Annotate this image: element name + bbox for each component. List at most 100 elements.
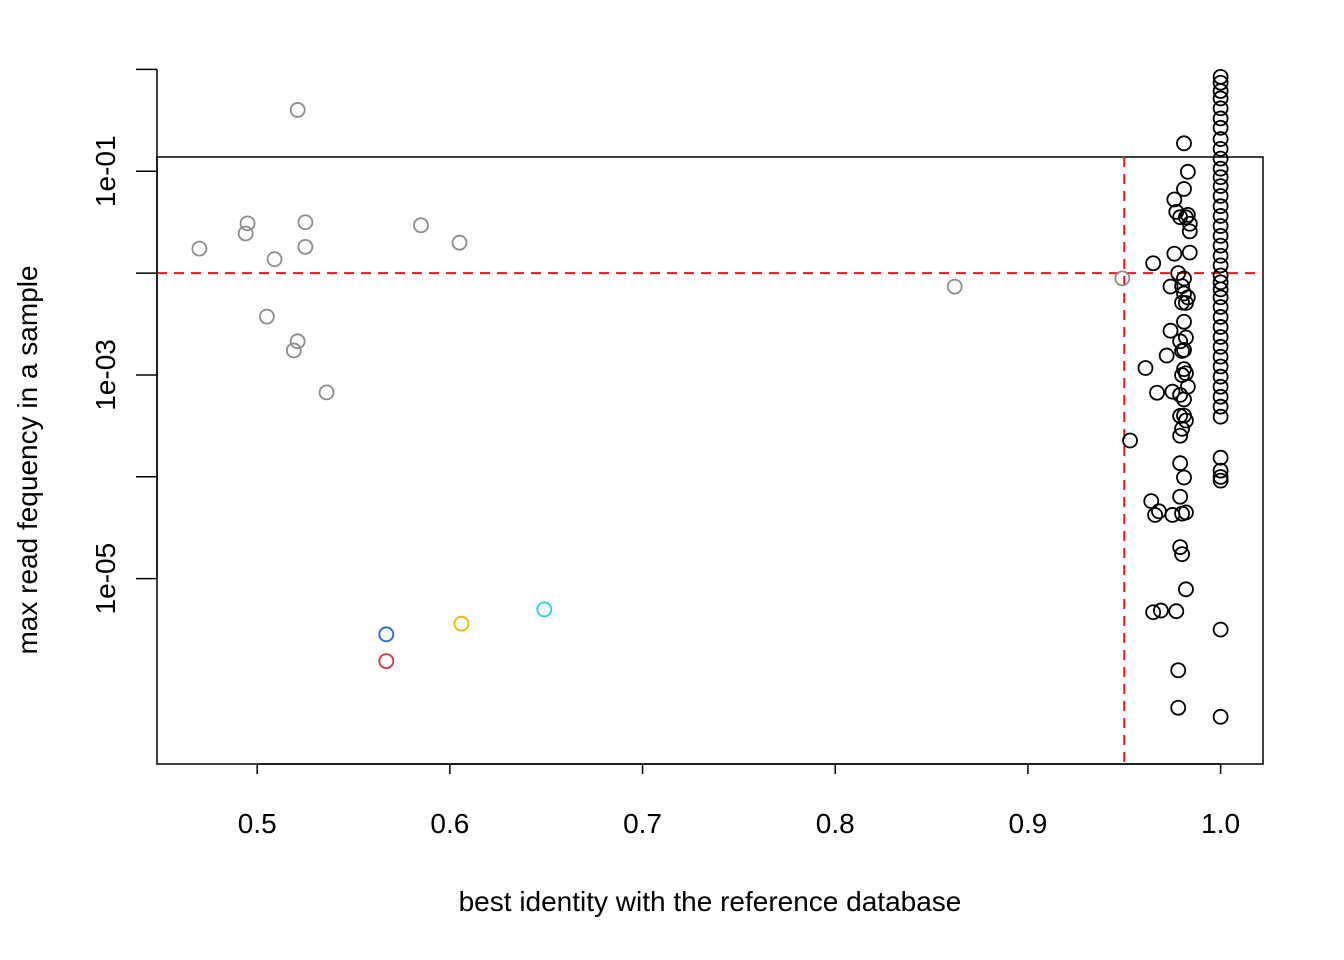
data-point	[1152, 602, 1169, 619]
data-point	[1212, 398, 1229, 415]
data-point	[1212, 198, 1229, 215]
x-tick-label: 0.7	[623, 808, 662, 839]
data-point	[1212, 90, 1229, 107]
data-point	[1178, 504, 1194, 521]
data-point	[1212, 309, 1229, 325]
x-tick-label: 0.8	[816, 808, 855, 839]
data-point	[378, 653, 395, 670]
data-point	[297, 238, 314, 255]
data-point	[1181, 215, 1198, 232]
data-point	[266, 251, 283, 268]
data-point	[1178, 329, 1194, 346]
data-point	[1212, 462, 1229, 479]
data-point	[1147, 507, 1163, 523]
data-point	[378, 626, 395, 643]
data-point	[1212, 208, 1229, 224]
data-point	[1164, 383, 1181, 400]
y-tick-label: 1e-01	[90, 135, 121, 207]
data-point	[1170, 699, 1187, 716]
data-point	[1212, 160, 1229, 177]
data-point	[1212, 388, 1229, 405]
y-axis-label: max read fequency in a sample	[12, 265, 43, 654]
data-point	[191, 240, 208, 257]
data-point	[1166, 191, 1183, 208]
data-point	[1212, 169, 1229, 186]
data-point	[1212, 378, 1229, 395]
data-point	[1166, 245, 1183, 262]
x-tick-label: 0.5	[238, 808, 277, 839]
data-point	[1151, 503, 1167, 520]
data-point	[536, 601, 553, 618]
data-point	[1114, 270, 1131, 287]
data-point	[1212, 338, 1229, 355]
data-point	[1212, 449, 1229, 466]
data-points	[191, 68, 1229, 725]
data-point	[1212, 218, 1229, 234]
data-point	[1179, 206, 1196, 223]
data-point	[239, 215, 256, 232]
data-point	[1212, 299, 1229, 315]
data-point	[1176, 181, 1192, 197]
data-point	[1212, 83, 1229, 99]
data-point	[1145, 255, 1162, 272]
data-point	[1212, 281, 1229, 298]
data-point	[1178, 581, 1194, 598]
data-point	[1170, 662, 1187, 679]
x-tick-label: 0.9	[1008, 808, 1047, 839]
data-point	[297, 214, 314, 231]
data-point	[1212, 368, 1229, 385]
data-point	[258, 308, 275, 325]
x-tick-label: 1.0	[1201, 808, 1240, 839]
data-point	[1172, 455, 1189, 472]
data-point	[1176, 270, 1192, 287]
x-axis: 0.5 0.6 0.7 0.8 0.9 1.0	[238, 763, 1240, 839]
data-point	[1212, 348, 1229, 365]
data-point	[1212, 119, 1229, 136]
data-point	[1212, 708, 1229, 725]
data-point	[1176, 391, 1192, 408]
data-point	[1212, 257, 1229, 274]
data-point	[1212, 274, 1229, 291]
data-point	[1212, 358, 1229, 375]
data-point	[1158, 347, 1175, 364]
data-point	[1212, 319, 1229, 335]
data-point	[1149, 384, 1165, 401]
x-axis-label: best identity with the reference databas…	[459, 886, 962, 917]
data-point	[1212, 188, 1229, 204]
data-point	[1212, 621, 1229, 638]
y-tick-label: 1e-05	[90, 543, 121, 615]
data-point	[413, 217, 429, 234]
data-point	[1122, 432, 1138, 449]
data-point	[1212, 131, 1229, 147]
data-point	[1176, 469, 1192, 486]
data-point	[1181, 223, 1198, 240]
data-point	[1212, 408, 1229, 425]
data-point	[1212, 100, 1229, 117]
data-point	[1172, 539, 1189, 556]
y-axis: 1e-01 1e-03 1e-05	[90, 68, 158, 615]
data-point	[1212, 150, 1229, 167]
data-point	[1179, 378, 1196, 395]
data-point	[1212, 110, 1229, 127]
data-point	[1162, 278, 1179, 295]
data-point	[237, 225, 254, 242]
data-point	[1176, 285, 1192, 302]
data-point	[1212, 74, 1229, 91]
data-point	[1176, 313, 1192, 330]
data-point	[1137, 360, 1154, 376]
data-point	[1172, 427, 1189, 444]
data-point	[1162, 322, 1179, 339]
data-point	[289, 333, 306, 350]
data-point	[289, 102, 306, 118]
data-point	[1143, 493, 1160, 510]
data-point	[285, 342, 302, 359]
data-point	[451, 234, 468, 251]
data-point	[1212, 247, 1229, 264]
data-point	[1168, 603, 1185, 620]
data-point	[1212, 329, 1229, 345]
data-point	[1179, 289, 1196, 306]
data-point	[1181, 244, 1198, 261]
y-tick-label: 1e-03	[90, 339, 121, 411]
data-point	[1212, 227, 1229, 244]
